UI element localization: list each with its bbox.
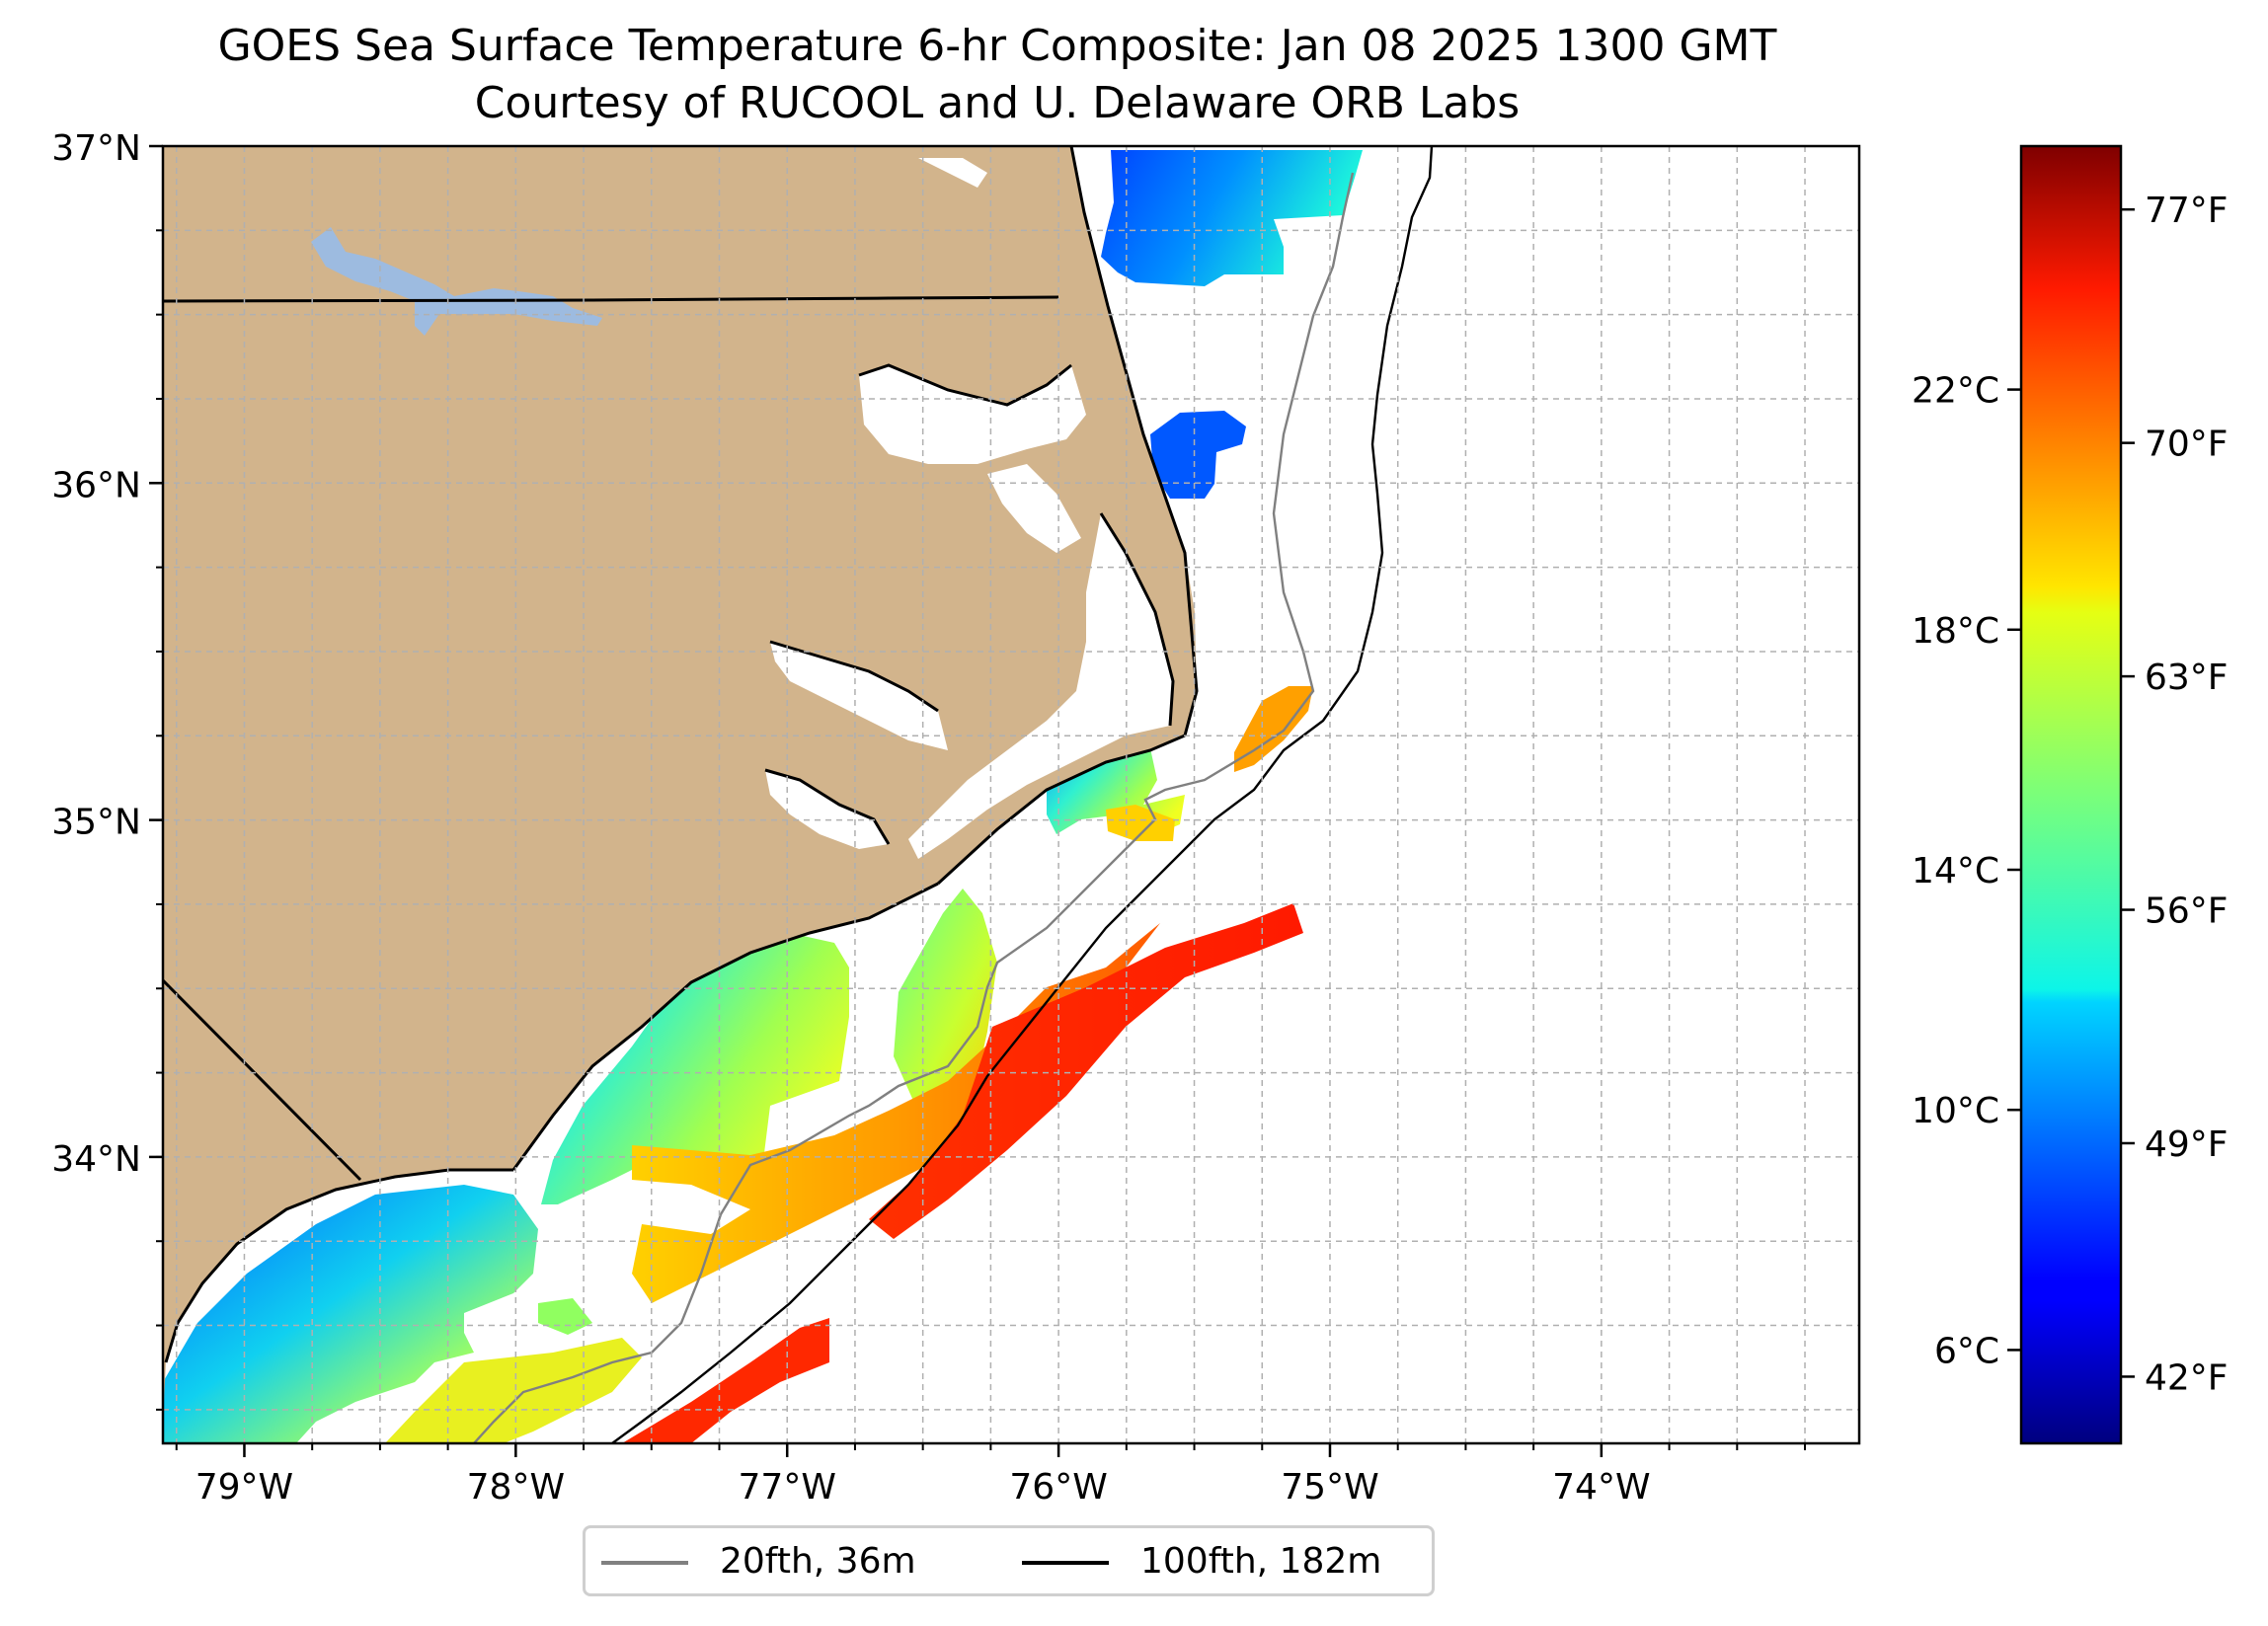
legend-label-100fth: 100fth, 182m — [1140, 1541, 1382, 1582]
map-title: GOES Sea Surface Temperature 6-hr Compos… — [217, 21, 1777, 71]
map-subtitle: Courtesy of RUCOOL and U. Delaware ORB L… — [474, 78, 1521, 128]
sst-patch-red-south — [622, 1318, 829, 1443]
legend-swatch-100fth — [1022, 1561, 1109, 1565]
colorbar-gradient — [2021, 146, 2121, 1443]
isobath-legend: 20fth, 36m 100fth, 182m — [583, 1525, 1435, 1596]
colorbar-c-label: 14°C — [1912, 851, 1999, 891]
land-layer — [163, 146, 1199, 1422]
colorbar-c-label: 6°C — [1934, 1331, 1999, 1371]
sst-patch-mid-gy — [894, 889, 997, 1106]
sst-patch-blue-offshore — [1150, 411, 1246, 499]
colorbar-c-label: 18°C — [1912, 611, 1999, 652]
state-border-nc-va — [163, 295, 1059, 303]
water-pamlico-sound — [908, 513, 1173, 859]
state-border-nc-sc — [163, 978, 362, 1182]
colorbar-f-label: 56°F — [2145, 891, 2229, 932]
lat-tick-label: 37°N — [51, 128, 141, 169]
sst-patch-sc — [163, 1185, 538, 1443]
legend-swatch-20fth — [601, 1561, 688, 1565]
colorbar: 42°F 49°F 56°F 63°F 70°F 77°F 6°C 10°C 14°C 18°C 2… — [1912, 144, 2229, 1445]
colorbar-f-label: 49°F — [2145, 1124, 2229, 1165]
colorbar-c-label: 22°C — [1912, 371, 1999, 412]
colorbar-ticks: 42°F 49°F 56°F 63°F 70°F 77°F 6°C 10°C 14°C 18°C 2… — [1912, 191, 2228, 1398]
lon-tick-label: 76°W — [1009, 1467, 1107, 1508]
water-albemarle-sound — [859, 365, 1086, 464]
water-neuse-river — [765, 770, 889, 849]
axis-ticks: 37°N 36°N 35°N 34°N 79°W 78°W 77°W 76°W 75°W 74°W — [51, 128, 1807, 1508]
isobath-20fth — [473, 172, 1355, 1443]
water-currituck — [918, 158, 987, 188]
lon-tick-label: 77°W — [739, 1467, 836, 1508]
water-roanoke-island-sound — [987, 464, 1081, 553]
colorbar-f-label: 42°F — [2145, 1357, 2229, 1398]
map-area — [163, 146, 1859, 1443]
colorbar-f-label: 63°F — [2145, 658, 2229, 698]
sst-patch-yellow-small — [1106, 805, 1175, 841]
colorbar-f-label: 77°F — [2145, 191, 2229, 231]
sst-patch-north — [1101, 150, 1363, 286]
sst-patch-sc-yellow — [385, 1338, 642, 1443]
lat-tick-label: 36°N — [51, 465, 141, 505]
lat-tick-label: 35°N — [51, 803, 141, 843]
isobath-100fth — [611, 146, 1434, 1443]
colorbar-frame — [2019, 144, 2123, 1445]
colorbar-c-label: 10°C — [1912, 1091, 1999, 1131]
map-frame — [161, 144, 1861, 1445]
lat-tick-label: 34°N — [51, 1139, 141, 1180]
lon-tick-label: 75°W — [1281, 1467, 1378, 1508]
lon-tick-label: 74°W — [1552, 1467, 1650, 1508]
water-pamlico-river — [770, 642, 948, 750]
colorbar-f-label: 70°F — [2145, 425, 2229, 465]
isobath-layer — [473, 146, 1434, 1443]
lon-tick-label: 78°W — [467, 1467, 565, 1508]
land-carolinas — [163, 146, 1197, 1422]
legend-label-20fth: 20fth, 36m — [720, 1541, 916, 1582]
gridlines — [163, 146, 1859, 1443]
sst-patch-onslow — [541, 933, 849, 1204]
sst-patch-red-gulfstream — [869, 903, 1303, 1239]
lake-kerr — [311, 227, 602, 336]
lon-tick-label: 79°W — [196, 1467, 293, 1508]
